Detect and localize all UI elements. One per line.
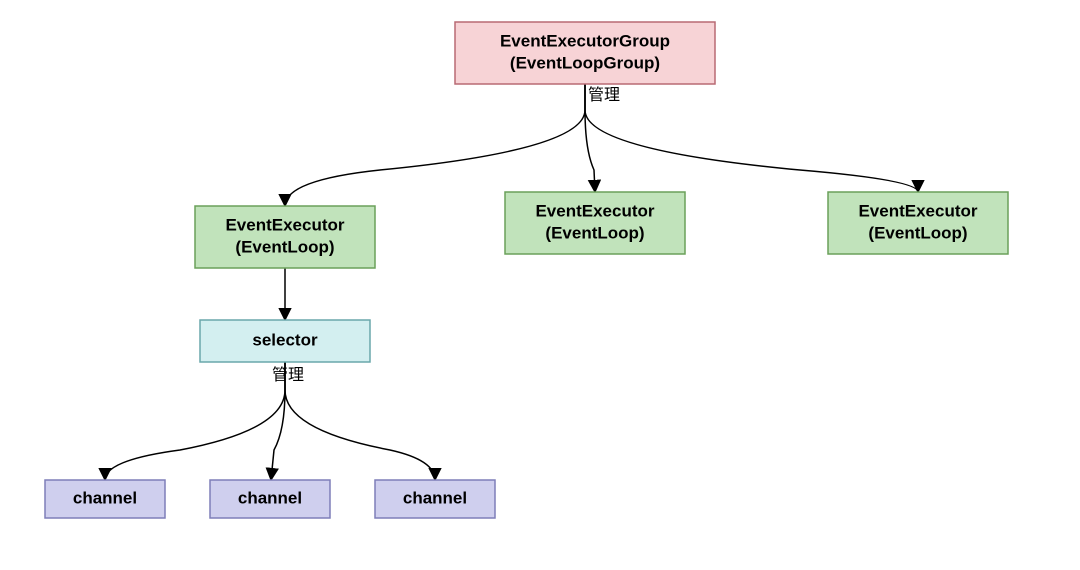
node-label-ch3-l1: channel <box>403 488 467 507</box>
node-exec3: EventExecutor (EventLoop) <box>828 192 1008 254</box>
node-group: EventExecutorGroup (EventLoopGroup) <box>455 22 715 84</box>
node-label-ch2-l1: channel <box>238 488 302 507</box>
node-label-exec2-l2: (EventLoop) <box>545 224 644 243</box>
edge-6 <box>285 362 435 480</box>
node-label-ch1-l1: channel <box>73 488 137 507</box>
node-selector: selector <box>200 320 370 362</box>
diagram-canvas: 管理管理EventExecutorGroup(EventLoopGroup)Ev… <box>0 0 1080 570</box>
node-label-exec3-l1: EventExecutor <box>858 201 977 220</box>
node-label-exec1-l1: EventExecutor <box>225 215 344 234</box>
edge-label-manage1: 管理 <box>588 86 620 104</box>
edge-label-manage2: 管理 <box>272 366 304 384</box>
node-label-exec3-l2: (EventLoop) <box>868 224 967 243</box>
node-label-selector-l1: selector <box>252 330 318 349</box>
edge-0 <box>285 84 585 206</box>
node-exec2: EventExecutor (EventLoop) <box>505 192 685 254</box>
node-label-group-l1: EventExecutorGroup <box>500 31 670 50</box>
node-ch3: channel <box>375 480 495 518</box>
edge-2 <box>585 84 918 192</box>
edge-4 <box>105 362 285 480</box>
node-ch1: channel <box>45 480 165 518</box>
node-label-group-l2: (EventLoopGroup) <box>510 54 660 73</box>
node-ch2: channel <box>210 480 330 518</box>
node-label-exec1-l2: (EventLoop) <box>235 238 334 257</box>
node-label-exec2-l1: EventExecutor <box>535 201 654 220</box>
node-exec1: EventExecutor (EventLoop) <box>195 206 375 268</box>
